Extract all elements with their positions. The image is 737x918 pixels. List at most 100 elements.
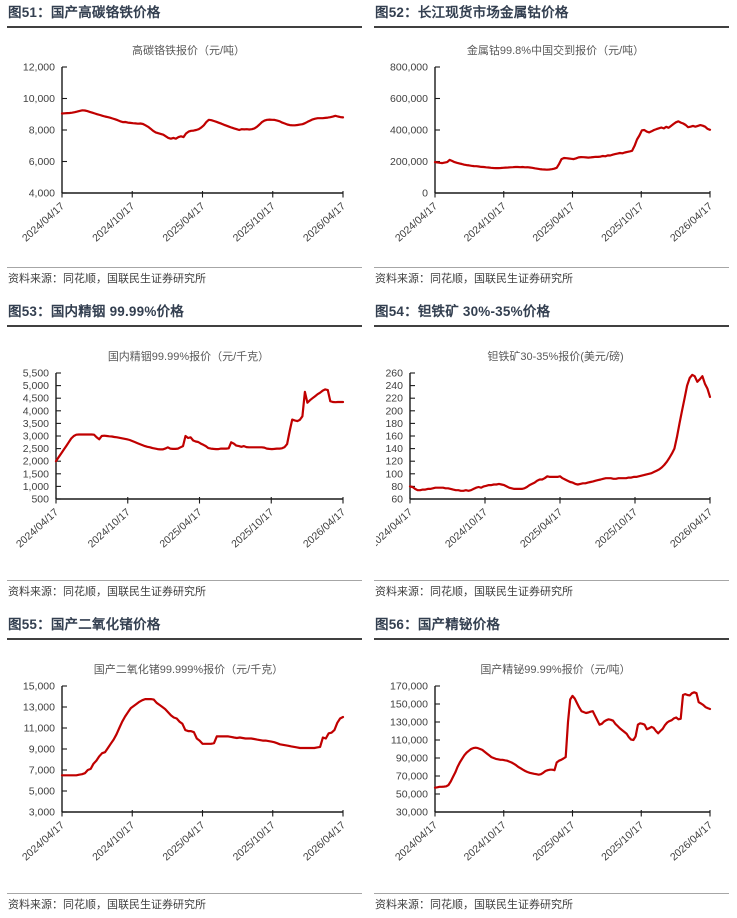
svg-text:220: 220: [385, 393, 403, 405]
svg-text:5,000: 5,000: [29, 786, 55, 798]
figure-52-chart: 金属钴99.8%中国交到报价（元/吨） 0 200,000 400,000 600,00…: [374, 28, 729, 267]
svg-text:金属钴99.8%中国交到报价（元/吨）: 金属钴99.8%中国交到报价（元/吨）: [467, 43, 644, 57]
svg-text:2026/04/17: 2026/04/17: [301, 819, 348, 863]
svg-text:2025/10/17: 2025/10/17: [231, 200, 278, 244]
svg-text:4,500: 4,500: [23, 393, 49, 405]
figure-56-source: 资料来源：同花顺，国联民生证券研究所: [374, 892, 729, 918]
figure-title-text: 图53：国内精铟 99.99%价格: [8, 304, 184, 319]
svg-text:2025/04/17: 2025/04/17: [157, 506, 204, 550]
svg-text:140: 140: [385, 443, 403, 455]
figure-55-source: 资料来源：同花顺，国联民生证券研究所: [7, 892, 362, 918]
svg-text:80: 80: [391, 481, 403, 493]
svg-text:5,500: 5,500: [23, 368, 49, 380]
figure-title-text: 图51：国产高碳铬铁价格: [8, 5, 161, 20]
svg-text:9,000: 9,000: [29, 744, 55, 756]
svg-text:2024/10/17: 2024/10/17: [462, 200, 509, 244]
svg-text:2025/04/17: 2025/04/17: [518, 506, 565, 550]
svg-text:12,000: 12,000: [23, 62, 55, 74]
svg-text:800,000: 800,000: [390, 62, 428, 74]
svg-text:国内精铟99.99%报价（元/千克）: 国内精铟99.99%报价（元/千克）: [108, 349, 269, 363]
svg-text:2025/04/17: 2025/04/17: [530, 819, 577, 863]
source-text: 资料来源：同花顺，国联民生证券研究所: [375, 898, 573, 911]
svg-text:110,000: 110,000: [391, 735, 428, 747]
source-text: 资料来源：同花顺，国联民生证券研究所: [8, 272, 206, 285]
figure-53-title: 图53：国内精铟 99.99%价格: [7, 303, 362, 327]
source-text: 资料来源：同花顺，国联民生证券研究所: [8, 585, 206, 598]
svg-text:2025/04/17: 2025/04/17: [160, 200, 207, 244]
svg-text:3,000: 3,000: [29, 807, 55, 819]
figure-title-text: 图55：国产二氧化锗价格: [8, 617, 161, 632]
svg-text:4,000: 4,000: [29, 188, 55, 200]
figure-54-chart: 钽铁矿30-35%报价(美元/磅) 60 80 100 120 140 160 180 200 2…: [374, 327, 729, 580]
svg-text:1,000: 1,000: [23, 481, 49, 493]
svg-text:120: 120: [385, 456, 403, 468]
svg-text:2026/04/17: 2026/04/17: [301, 506, 348, 550]
svg-text:400,000: 400,000: [390, 125, 428, 137]
svg-text:90,000: 90,000: [396, 753, 428, 765]
svg-text:2025/10/17: 2025/10/17: [599, 819, 646, 863]
figure-53: 图53：国内精铟 99.99%价格 国内精铟99.99%报价（元/千克） 500 1…: [7, 303, 362, 605]
svg-text:2025/10/17: 2025/10/17: [599, 200, 646, 244]
svg-text:高碳铬铁报价（元/吨）: 高碳铬铁报价（元/吨）: [132, 43, 245, 57]
figure-56-chart: 国产精铋99.99%报价（元/吨） 30,000 50,000 70,000 90,00…: [374, 640, 729, 893]
line-chart-ferrochrome: 高碳铬铁报价（元/吨） 4,000 6,000 8,000 10,000 12,000 20…: [20, 43, 348, 244]
svg-text:2026/04/17: 2026/04/17: [668, 200, 715, 244]
svg-text:2024/04/17: 2024/04/17: [14, 506, 61, 550]
svg-text:240: 240: [385, 380, 403, 392]
svg-text:国产二氧化锗99.999%报价（元/千克）: 国产二氧化锗99.999%报价（元/千克）: [94, 662, 283, 676]
svg-text:2024/10/17: 2024/10/17: [86, 506, 133, 550]
svg-text:2026/04/17: 2026/04/17: [668, 819, 715, 863]
svg-text:5,000: 5,000: [23, 380, 49, 392]
figure-56-title: 图56：国产精铋价格: [374, 616, 729, 640]
figure-title-text: 图54：钽铁矿 30%-35%价格: [375, 304, 551, 319]
svg-text:50,000: 50,000: [396, 789, 428, 801]
svg-text:600,000: 600,000: [390, 93, 428, 105]
svg-text:3,000: 3,000: [23, 431, 49, 443]
svg-text:2024/04/17: 2024/04/17: [20, 819, 67, 863]
source-text: 资料来源：同花顺，国联民生证券研究所: [375, 585, 573, 598]
svg-text:2025/10/17: 2025/10/17: [229, 506, 276, 550]
svg-text:2025/04/17: 2025/04/17: [160, 819, 207, 863]
figure-52-source: 资料来源：同花顺，国联民生证券研究所: [374, 266, 729, 292]
svg-text:2024/04/17: 2024/04/17: [393, 200, 440, 244]
svg-text:2024/10/17: 2024/10/17: [443, 506, 490, 550]
line-chart-tantalite: 钽铁矿30-35%报价(美元/磅)60801001201401601802002…: [376, 349, 715, 550]
svg-text:11,000: 11,000: [24, 723, 55, 735]
svg-text:10,000: 10,000: [23, 93, 55, 105]
line-chart-cobalt: 金属钴99.8%中国交到报价（元/吨） 0 200,000 400,000 600,00…: [390, 43, 715, 244]
figure-51-source: 资料来源：同花顺，国联民生证券研究所: [7, 266, 362, 292]
figure-53-chart: 国内精铟99.99%报价（元/千克） 500 1,000 1,500 2,000 2,50…: [7, 327, 362, 580]
svg-text:2024/04/17: 2024/04/17: [20, 200, 67, 244]
svg-text:2,500: 2,500: [23, 443, 49, 455]
svg-text:170,000: 170,000: [390, 681, 428, 693]
figure-53-source: 资料来源：同花顺，国联民生证券研究所: [7, 579, 362, 605]
svg-text:13,000: 13,000: [23, 702, 55, 714]
svg-text:1,500: 1,500: [23, 469, 49, 481]
svg-text:30,000: 30,000: [396, 807, 428, 819]
figure-54-title: 图54：钽铁矿 30%-35%价格: [374, 303, 729, 327]
source-text: 资料来源：同花顺，国联民生证券研究所: [375, 272, 573, 285]
figure-title-text: 图52：长江现货市场金属钴价格: [375, 5, 569, 20]
svg-text:180: 180: [385, 418, 403, 430]
svg-text:130,000: 130,000: [390, 717, 428, 729]
line-chart-germanium-dioxide: 国产二氧化锗99.999%报价（元/千克） 3,000 5,000 7,000 9,00…: [20, 662, 348, 863]
figure-52-title: 图52：长江现货市场金属钴价格: [374, 4, 729, 28]
svg-text:500: 500: [31, 494, 49, 506]
figure-55-chart: 国产二氧化锗99.999%报价（元/千克） 3,000 5,000 7,000 9,00…: [7, 640, 362, 893]
svg-text:200: 200: [385, 406, 403, 418]
figure-51: 图51：国产高碳铬铁价格 高碳铬铁报价（元/吨） 4,000 6,000 8,000 1…: [7, 4, 362, 292]
svg-text:2024/04/17: 2024/04/17: [393, 819, 440, 863]
svg-text:260: 260: [385, 368, 403, 380]
figure-51-chart: 高碳铬铁报价（元/吨） 4,000 6,000 8,000 10,000 12,000 20…: [7, 28, 362, 267]
svg-text:2025/04/17: 2025/04/17: [530, 200, 577, 244]
svg-text:2024/10/17: 2024/10/17: [90, 200, 137, 244]
source-text: 资料来源：同花顺，国联民生证券研究所: [8, 898, 206, 911]
svg-text:2025/10/17: 2025/10/17: [593, 506, 640, 550]
svg-text:70,000: 70,000: [396, 771, 428, 783]
figure-title-text: 图56：国产精铋价格: [375, 617, 501, 632]
svg-text:6,000: 6,000: [29, 156, 55, 168]
svg-text:60: 60: [391, 494, 403, 506]
line-chart-indium: 国内精铟99.99%报价（元/千克） 5001,0001,5002,0002,50…: [14, 349, 348, 550]
figure-54: 图54：钽铁矿 30%-35%价格 钽铁矿30-35%报价(美元/磅) 60 80 1…: [374, 303, 729, 605]
figure-56: 图56：国产精铋价格 国产精铋99.99%报价（元/吨） 30,000 50,000…: [374, 616, 729, 918]
